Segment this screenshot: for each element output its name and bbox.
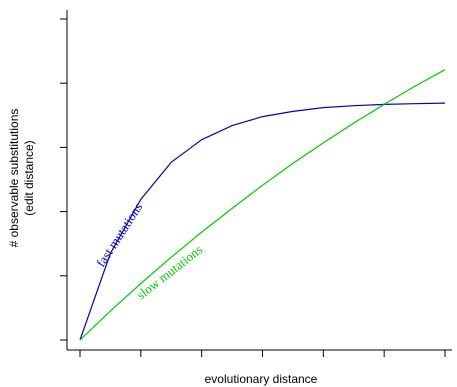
series-lines <box>79 69 446 341</box>
plot-frame <box>66 10 452 351</box>
series-line-slow-mutations <box>79 69 446 341</box>
x-axis-ticks <box>79 350 446 357</box>
x-axis-title: evolutionary distance <box>205 372 318 386</box>
fast-mutations-label: fast mutations <box>93 200 146 270</box>
y-axis-ticks <box>60 18 67 341</box>
slow-mutations-label: slow mutations <box>134 242 206 303</box>
y-axis-title-line-1: # observable substitutions <box>7 109 21 248</box>
y-axis-title-line-2: (edit distance) <box>22 140 36 215</box>
y-axis-title: # observable substitutions (edit distanc… <box>7 109 36 248</box>
